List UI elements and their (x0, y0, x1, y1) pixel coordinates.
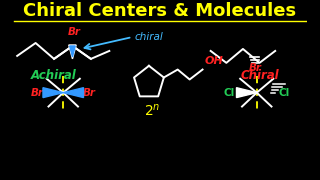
Text: Chiral Centers & Molecules: Chiral Centers & Molecules (23, 2, 297, 20)
Text: Chiral: Chiral (240, 69, 279, 82)
Text: chiral: chiral (134, 32, 163, 42)
Polygon shape (63, 88, 84, 98)
Text: Br: Br (68, 27, 81, 37)
Text: $2^n$: $2^n$ (144, 102, 161, 118)
Text: Br: Br (83, 88, 96, 98)
Polygon shape (43, 88, 63, 98)
Text: Br: Br (31, 88, 44, 98)
Text: OH: OH (204, 56, 223, 66)
Text: Achiral: Achiral (31, 69, 77, 82)
Text: Cl: Cl (279, 88, 290, 98)
Text: Cl: Cl (223, 88, 235, 98)
Text: Br: Br (248, 63, 261, 73)
Polygon shape (69, 45, 76, 59)
Polygon shape (70, 46, 75, 57)
Polygon shape (236, 88, 257, 98)
